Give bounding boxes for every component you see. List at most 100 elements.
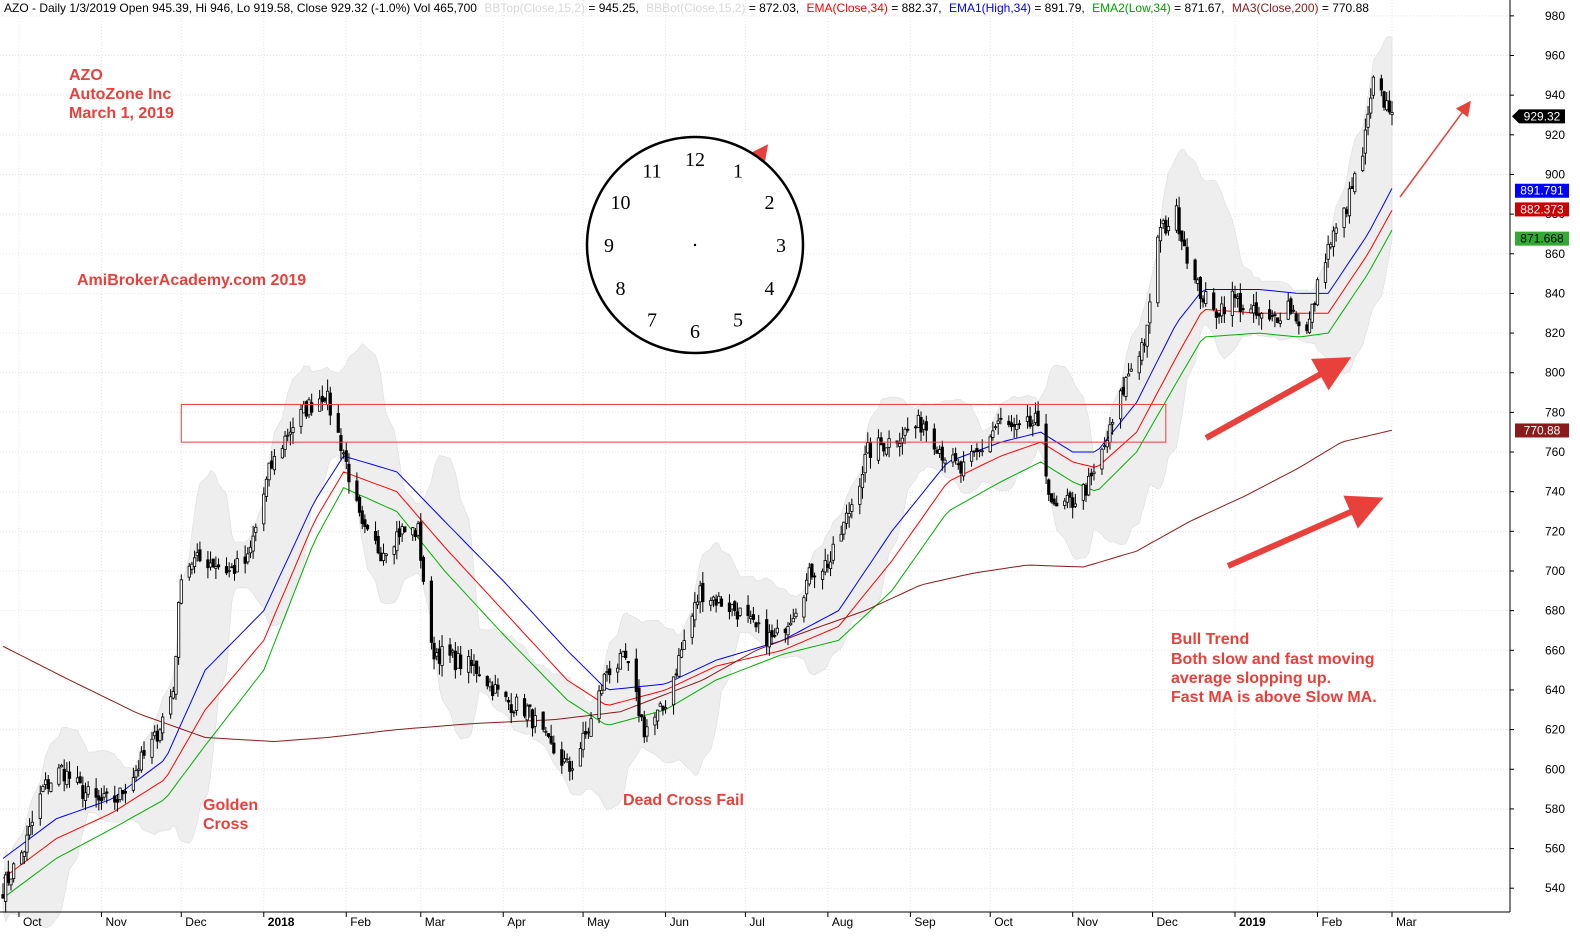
candle-body [46, 779, 50, 789]
candle-body [161, 716, 165, 734]
candle-body [993, 426, 998, 429]
clock-number: 4 [764, 278, 774, 300]
candle-body [637, 687, 641, 717]
candle-body [1126, 373, 1131, 377]
candle-body [38, 793, 42, 819]
price-tag-shape [1515, 183, 1569, 198]
candle-body [1087, 475, 1091, 496]
clock-center [693, 243, 697, 247]
candle-body [1326, 243, 1330, 260]
candle-body [1071, 497, 1075, 508]
candle-body [411, 527, 415, 536]
candle-body [1044, 423, 1048, 477]
candle-body [773, 634, 777, 637]
x-tick-label: Mar [425, 915, 446, 929]
candle-body [232, 565, 237, 574]
candle-body [355, 480, 359, 501]
clock-number: 1 [733, 161, 743, 183]
candle-body [30, 821, 34, 827]
candle-body [1260, 313, 1264, 319]
header-ema-value: = 882.37, [888, 1, 942, 15]
candle-body [1204, 291, 1208, 304]
candle-body [49, 782, 53, 792]
candle-body [1307, 318, 1312, 334]
candle-body [1345, 209, 1349, 214]
candle-body [730, 604, 734, 610]
candle-body [1334, 227, 1338, 234]
candle-body [150, 738, 154, 758]
bollinger-band-layer [2, 35, 1393, 929]
ema-price-tag: 882.373 [1515, 202, 1569, 217]
candle-body [767, 631, 771, 648]
y-tick-label: 740 [1545, 485, 1565, 499]
candle-body [1073, 503, 1077, 507]
candle-body [419, 521, 423, 561]
candle-body [682, 640, 686, 650]
candle-body [879, 437, 883, 446]
candle-body [504, 691, 508, 698]
header-ema2-label: EMA2(Low,34) [1092, 1, 1171, 15]
candle-body [1164, 219, 1168, 234]
candle-body [956, 463, 960, 466]
candle-body [951, 454, 955, 463]
candle-body [304, 401, 308, 417]
candle-body [509, 704, 513, 713]
candle-body [906, 428, 910, 431]
candle-body [214, 566, 218, 569]
candle-body [653, 716, 657, 726]
candle-body [1286, 300, 1290, 320]
candle-body [392, 546, 396, 555]
header-bbbot-label: BBBot(Close,15,2) [646, 1, 745, 15]
candle-body [528, 704, 532, 707]
candle-body [395, 531, 399, 552]
candle-body [169, 696, 173, 715]
candle-body [882, 443, 886, 452]
candle-body [1371, 76, 1375, 96]
candle-body [831, 543, 835, 561]
candle-body [1174, 205, 1179, 231]
candle-body [1369, 97, 1373, 114]
candle-body [9, 878, 13, 886]
candle-body [754, 622, 758, 628]
candle-body [887, 438, 891, 448]
candle-body [693, 602, 697, 621]
y-tick-label: 700 [1545, 564, 1565, 578]
candle-body [826, 563, 830, 568]
candle-body [996, 420, 1000, 425]
candle-body [1267, 309, 1272, 320]
candle-body [749, 616, 753, 620]
candle-body [954, 453, 958, 462]
candle-body [935, 449, 939, 454]
candle-body [235, 558, 239, 573]
candle-body [123, 790, 128, 794]
candle-body [1233, 293, 1237, 299]
candle-body [1270, 315, 1274, 317]
candle-body [1052, 498, 1056, 505]
clock-number: 5 [733, 309, 743, 331]
clock-number: 10 [611, 192, 631, 214]
candle-body [192, 557, 197, 567]
resistance-zone-box [180, 403, 1167, 443]
candle-body [379, 552, 383, 562]
candle-body [943, 459, 947, 464]
candle-body [59, 764, 64, 768]
candle-body [727, 602, 732, 613]
candle-body [812, 575, 817, 578]
candle-body [1166, 226, 1171, 232]
candle-body [1294, 313, 1298, 322]
header-ma3-value: = 770.88 [1319, 1, 1370, 15]
candle-body [868, 441, 873, 458]
candle-body [1257, 313, 1261, 317]
candle-body [546, 733, 551, 737]
candle-body [1028, 415, 1032, 427]
x-tick-label: Aug [832, 915, 853, 929]
candle-body [251, 535, 255, 552]
candle-body [1342, 207, 1346, 228]
candle-body [698, 585, 702, 603]
candle-body [357, 496, 362, 513]
candle-body [991, 430, 995, 438]
candle-body [347, 463, 351, 483]
candle-body [602, 673, 606, 691]
y-tick-label: 820 [1545, 326, 1565, 340]
